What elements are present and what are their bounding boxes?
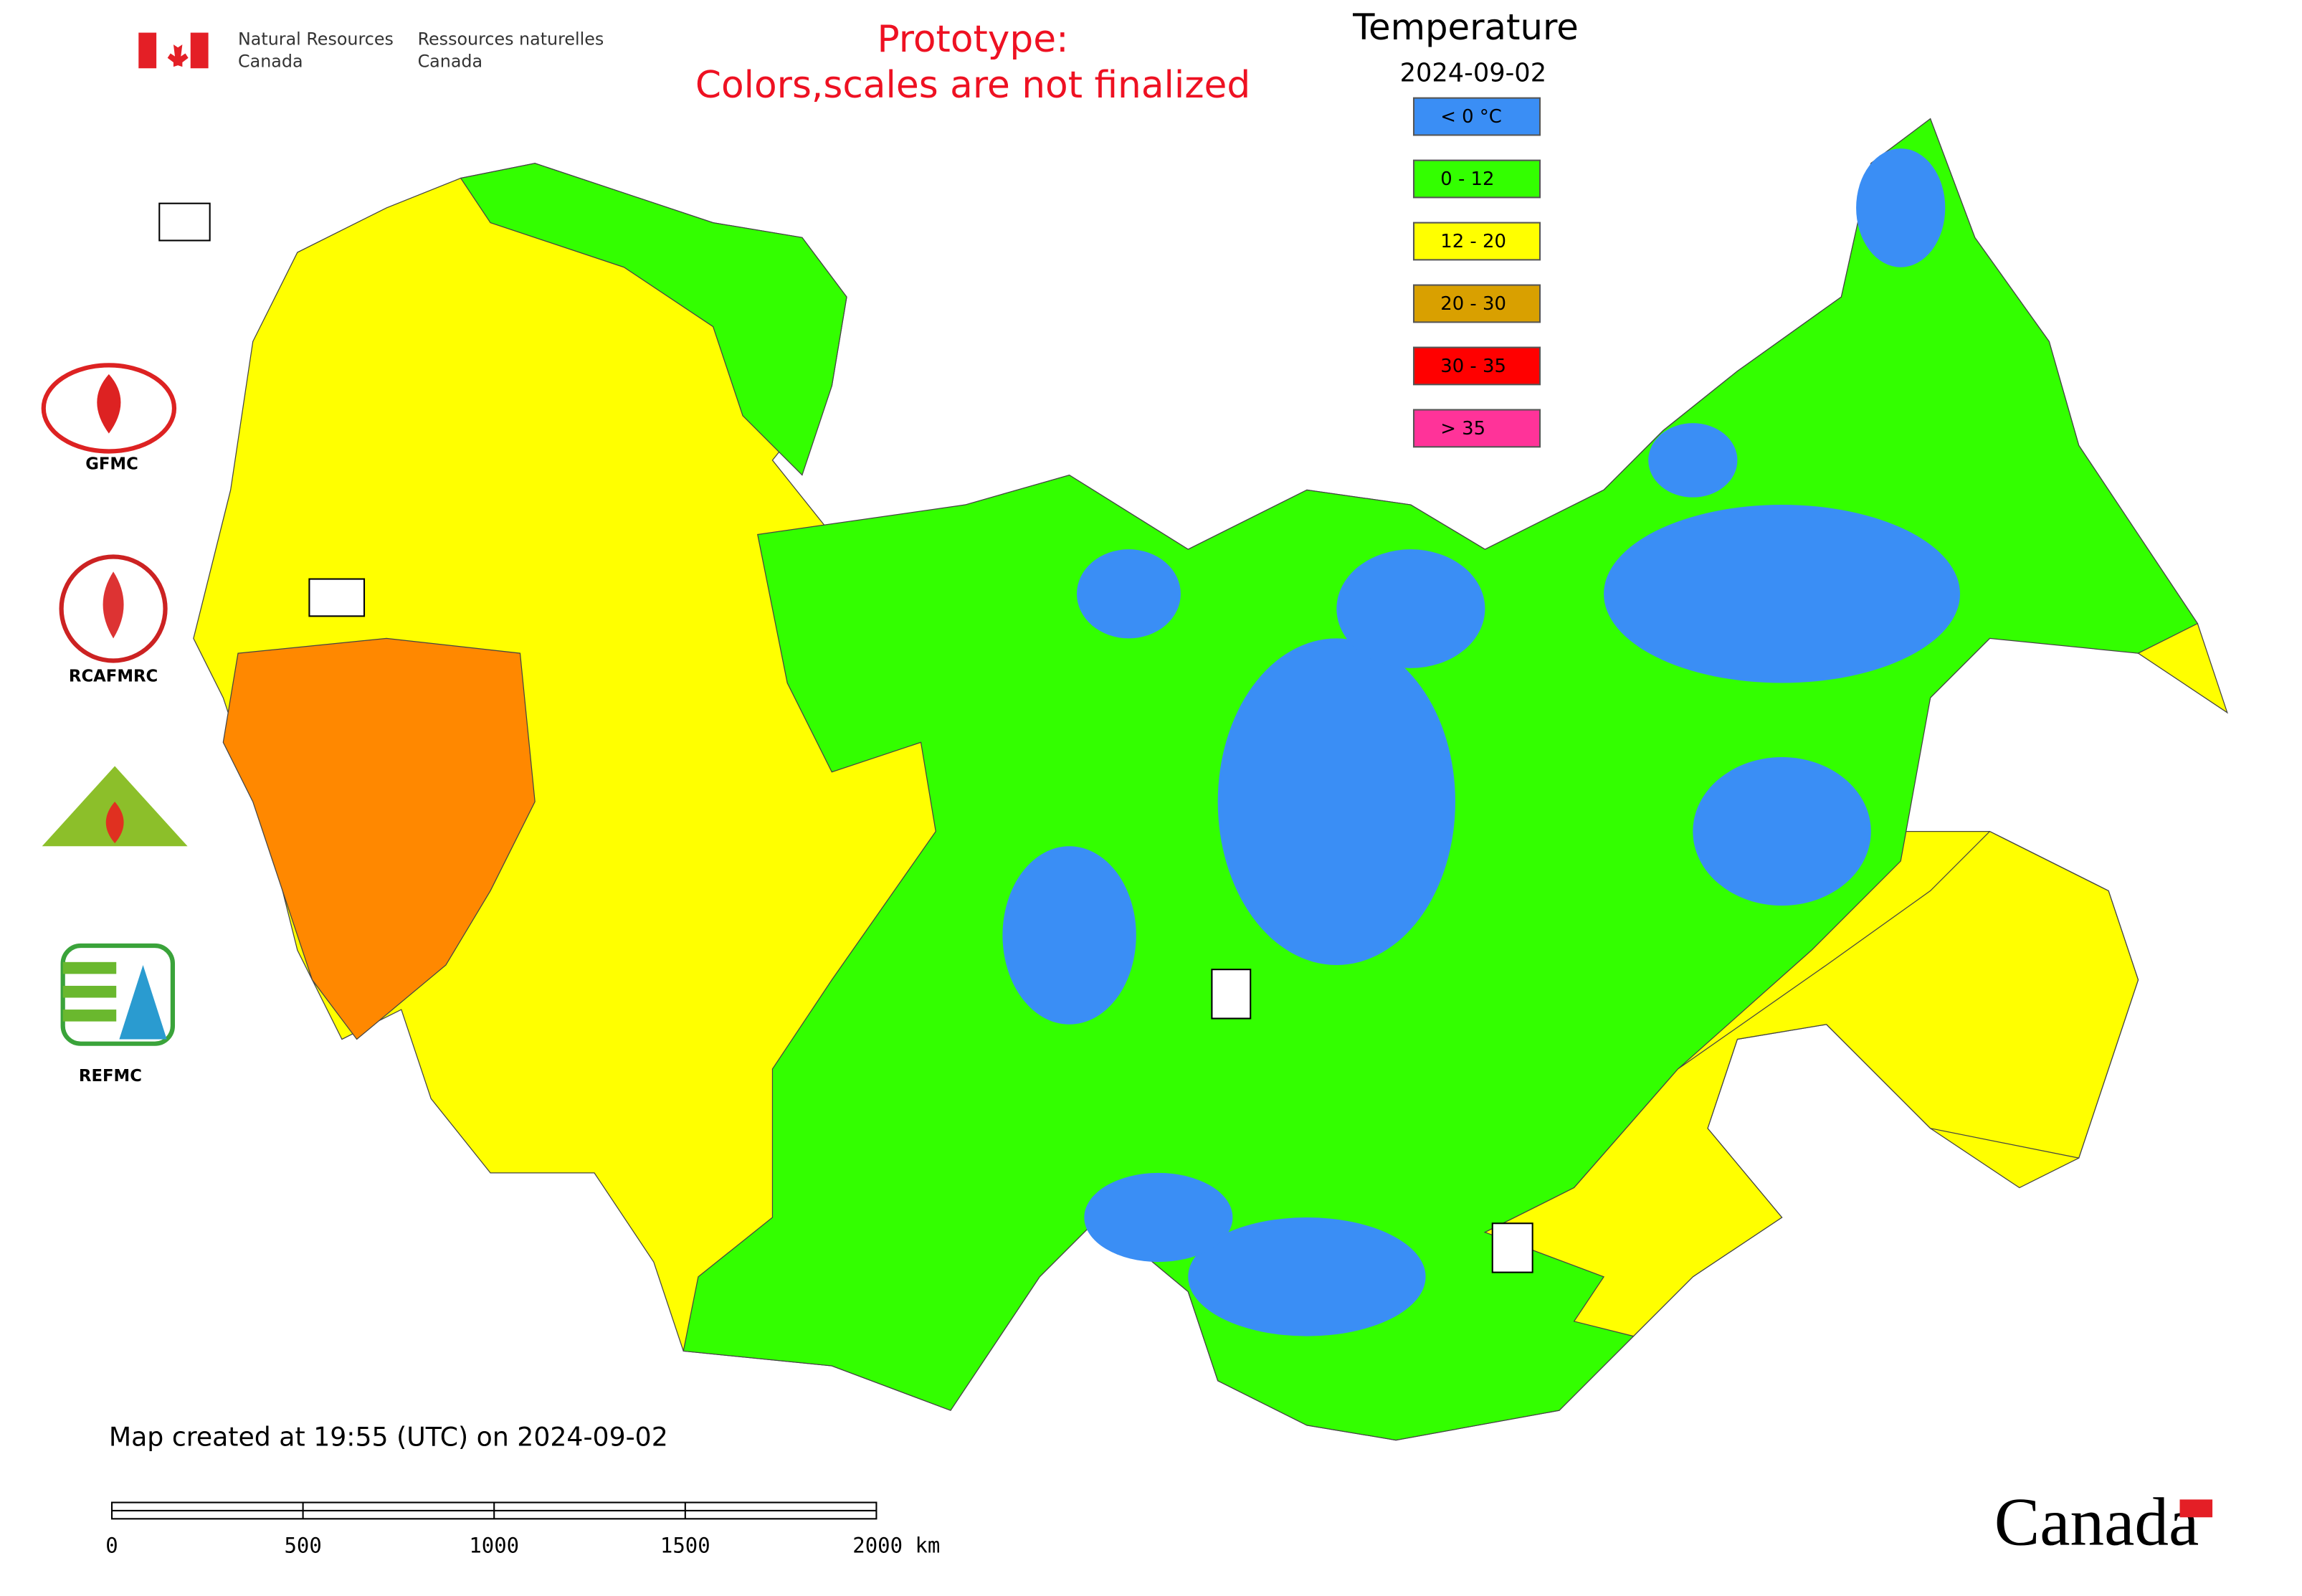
- legend: Temperature 2024-09-02 < 0 °C 0 - 12 12 - …: [1352, 6, 1579, 448]
- land: [193, 118, 2228, 1441]
- legend-label: < 0 °C: [1440, 106, 1502, 128]
- temperature-zone: [460, 163, 847, 476]
- map-marker: [1211, 969, 1252, 1020]
- map-marker: [308, 578, 366, 617]
- partner-logos: GFMC RCAFMRC REFMC: [39, 363, 191, 1086]
- temperature-zone: [1217, 638, 1455, 965]
- scale-label: 1000: [469, 1534, 519, 1558]
- maple-leaf: [167, 38, 189, 67]
- scale-label: 2000 km: [852, 1534, 940, 1558]
- agency-fr: Canada: [418, 51, 483, 71]
- flag-bar: [138, 32, 157, 69]
- reefmc-band: [39, 847, 191, 866]
- temperature-zone: [1483, 830, 2139, 1337]
- refmc-stripe: [62, 961, 117, 974]
- map-marker: [1491, 1222, 1533, 1273]
- legend-swatch: [1412, 284, 1541, 323]
- temperature-zone: [1336, 549, 1485, 668]
- logo-label: RCAFMRC: [69, 668, 158, 686]
- legend-label: > 35: [1440, 418, 1485, 440]
- logo-label: GFMC: [85, 455, 138, 474]
- wordmark-flag: [2179, 1499, 2213, 1518]
- notice: Prototype:: [877, 18, 1068, 61]
- flag-bar: [190, 32, 209, 69]
- temperature-zone: [1856, 148, 1946, 267]
- legend-label: 12 - 20: [1440, 231, 1506, 252]
- scale-bar: 0 500 1000 1500 2000 km: [105, 1501, 940, 1558]
- temperature-zone: [222, 637, 536, 1040]
- reefmc-flame: [105, 802, 124, 844]
- temperature-zone: [1002, 846, 1136, 1025]
- legend-title: Temperature: [1352, 6, 1579, 48]
- legend-label: 30 - 35: [1440, 356, 1506, 377]
- agency-fr: Ressources naturelles: [418, 29, 604, 49]
- agency-en: Canada: [238, 51, 303, 71]
- legend-swatch: [1412, 159, 1541, 199]
- refmc-stripe: [62, 1010, 117, 1022]
- scale-label: 500: [284, 1534, 321, 1558]
- canada-wordmark: Canada: [1994, 1484, 2199, 1560]
- notice: Colors,scales are not finalized: [695, 64, 1250, 107]
- refmc-stripe: [62, 985, 117, 998]
- temperature-zone: [1188, 1217, 1426, 1336]
- rcafmrc-flame: [103, 571, 124, 639]
- temperature-zone: [1648, 423, 1738, 498]
- temperature-zone: [1084, 1172, 1233, 1263]
- agency-signature: Natural Resources Canada Ressources natu…: [138, 29, 604, 71]
- created-note: Map created at 19:55 (UTC) on 2024-09-02: [109, 1422, 668, 1453]
- temperature-zone: [1693, 757, 1871, 906]
- gfmc-flame: [97, 374, 121, 434]
- agency-en: Natural Resources: [238, 29, 394, 49]
- logo-label: REFMC: [79, 1067, 142, 1086]
- legend-swatch: [1412, 222, 1541, 261]
- legend-swatch: [1412, 409, 1541, 448]
- temperature-zone: [1076, 549, 1181, 639]
- legend-label: 0 - 12: [1440, 168, 1494, 190]
- map-marker: [158, 202, 211, 242]
- scale-label: 1500: [660, 1534, 710, 1558]
- legend-label: 20 - 30: [1440, 293, 1506, 315]
- legend-swatch: [1412, 97, 1541, 136]
- legend-date: 2024-09-02: [1400, 59, 1547, 88]
- legend-swatch: [1412, 346, 1541, 386]
- temperature-zone: [1604, 505, 1961, 683]
- scale-label: 0: [105, 1534, 118, 1558]
- refmc-tree: [119, 964, 167, 1040]
